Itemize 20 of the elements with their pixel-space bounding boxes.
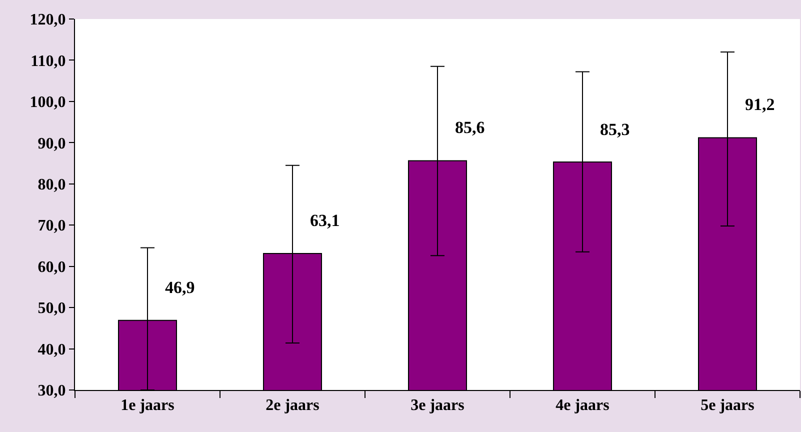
y-tick-label: 120,0	[30, 12, 66, 29]
x-tick-label: 5e jaars	[700, 397, 754, 414]
y-tick-label: 80,0	[38, 176, 66, 194]
y-tick-label: 40,0	[38, 341, 66, 358]
x-tick-label: 4e jaars	[556, 397, 610, 414]
x-tick-label: 1e jaars	[120, 397, 174, 414]
y-tick-label: 60,0	[38, 258, 66, 276]
y-tick-label: 50,0	[38, 300, 66, 318]
data-label: 85,6	[455, 118, 485, 137]
y-tick-label: 30,0	[38, 382, 66, 400]
x-tick-label: 2e jaars	[266, 397, 320, 414]
data-label: 63,1	[310, 211, 340, 230]
x-tick-label: 3e jaars	[410, 397, 464, 414]
y-tick-label: 70,0	[38, 218, 66, 235]
y-tick-label: 90,0	[38, 135, 66, 152]
y-tick-label: 110,0	[30, 52, 66, 70]
data-label: 91,2	[745, 95, 775, 114]
data-label: 85,3	[600, 120, 630, 139]
y-tick-label: 100,0	[30, 94, 66, 112]
data-label: 46,9	[165, 278, 195, 297]
